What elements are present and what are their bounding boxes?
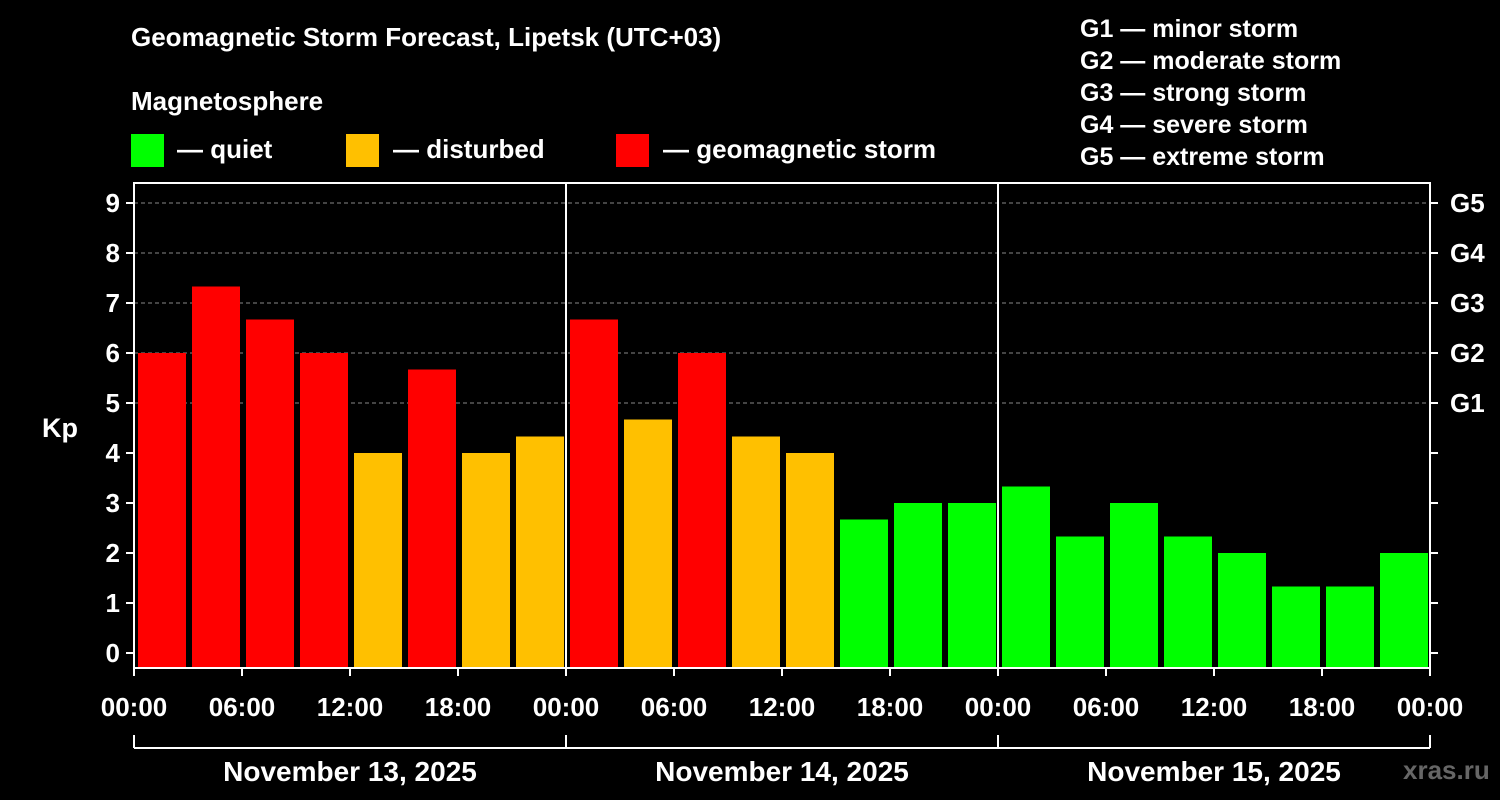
disturbed-swatch <box>346 134 379 167</box>
storm-level-g4: G4 — severe storm <box>1080 111 1308 139</box>
kp-bar <box>840 519 888 668</box>
kp-bar <box>948 503 996 668</box>
y-tick-label: 8 <box>106 238 120 268</box>
storm-level-g3: G3 — strong storm <box>1080 79 1307 107</box>
kp-bar <box>462 453 510 668</box>
g-level-label: G5 <box>1450 188 1485 218</box>
x-tick-label: 12:00 <box>1181 692 1248 722</box>
y-tick-label: 2 <box>106 538 120 568</box>
kp-bar <box>1056 536 1104 668</box>
y-tick-label: 5 <box>106 388 120 418</box>
kp-bar <box>192 286 240 668</box>
x-tick-label: 00:00 <box>101 692 168 722</box>
x-tick-label: 12:00 <box>317 692 384 722</box>
kp-bar <box>408 369 456 668</box>
x-tick-label: 18:00 <box>857 692 924 722</box>
storm-level-g1: G1 — minor storm <box>1080 15 1299 43</box>
kp-bar <box>894 503 942 668</box>
quiet-swatch <box>131 134 164 167</box>
y-tick-label: 4 <box>106 438 121 468</box>
legend-heading: Magnetosphere <box>131 86 324 116</box>
page-title: Geomagnetic Storm Forecast, Lipetsk (UTC… <box>131 22 722 52</box>
kp-bar <box>138 353 186 668</box>
storm-swatch <box>616 134 649 167</box>
g-level-label: G1 <box>1450 388 1485 418</box>
x-tick-label: 18:00 <box>425 692 492 722</box>
kp-bar <box>354 453 402 668</box>
kp-bar <box>1326 586 1374 668</box>
y-tick-label: 0 <box>106 638 120 668</box>
y-tick-label: 3 <box>106 488 120 518</box>
y-tick-label: 9 <box>106 188 120 218</box>
kp-bar <box>732 436 780 668</box>
x-tick-label: 18:00 <box>1289 692 1356 722</box>
kp-bar <box>1002 486 1050 668</box>
day-label: November 14, 2025 <box>655 756 909 787</box>
g-level-label: G4 <box>1450 238 1485 268</box>
kp-bar <box>1164 536 1212 668</box>
g-level-label: G3 <box>1450 288 1485 318</box>
kp-bar <box>624 419 672 668</box>
y-tick-label: 6 <box>106 338 120 368</box>
y-axis-title: Kp <box>42 413 78 443</box>
kp-bar <box>300 353 348 668</box>
x-tick-label: 06:00 <box>209 692 276 722</box>
kp-bar <box>1380 553 1428 668</box>
kp-bar <box>1272 586 1320 668</box>
quiet-legend-label: — quiet <box>177 134 273 164</box>
x-tick-label: 12:00 <box>749 692 816 722</box>
kp-bar <box>570 319 618 668</box>
day-label: November 13, 2025 <box>223 756 477 787</box>
kp-bar <box>1218 553 1266 668</box>
x-tick-label: 00:00 <box>965 692 1032 722</box>
kp-bar <box>516 436 564 668</box>
watermark: xras.ru <box>1403 755 1490 785</box>
y-tick-label: 7 <box>106 288 120 318</box>
kp-bar <box>246 319 294 668</box>
x-tick-label: 00:00 <box>1397 692 1464 722</box>
x-tick-label: 06:00 <box>641 692 708 722</box>
x-tick-label: 00:00 <box>533 692 600 722</box>
kp-bar <box>786 453 834 668</box>
kp-bar <box>678 353 726 668</box>
x-tick-label: 06:00 <box>1073 692 1140 722</box>
storm-legend-label: — geomagnetic storm <box>663 134 937 164</box>
storm-level-g5: G5 — extreme storm <box>1080 143 1325 171</box>
disturbed-legend-label: — disturbed <box>393 134 545 164</box>
g-level-label: G2 <box>1450 338 1485 368</box>
y-tick-label: 1 <box>106 588 120 618</box>
kp-bar <box>1110 503 1158 668</box>
storm-level-g2: G2 — moderate storm <box>1080 47 1342 75</box>
day-label: November 15, 2025 <box>1087 756 1341 787</box>
